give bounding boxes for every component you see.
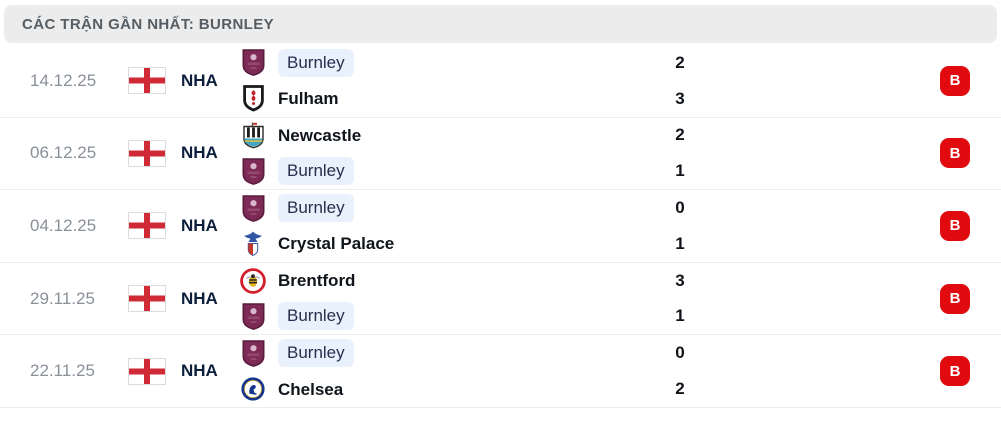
england-flag-icon (128, 358, 166, 385)
result-cell: B (909, 263, 1001, 335)
burnley-logo (240, 49, 266, 76)
away-score: 3 (675, 88, 685, 108)
teams-cell: Burnley 0 Chelsea 2 (240, 335, 909, 407)
home-team-line: Newcastle 2 (240, 118, 909, 154)
league-code: NHA (181, 361, 218, 381)
league-cell: NHA (128, 335, 240, 407)
brentford-logo (240, 268, 266, 294)
away-score: 1 (675, 306, 685, 326)
away-score: 1 (675, 161, 685, 181)
away-team-line: Fulham 3 (240, 81, 909, 117)
burnley-logo (240, 303, 266, 330)
result-cell: B (909, 335, 1001, 407)
match-date: 06.12.25 (30, 143, 97, 163)
england-flag-icon (128, 67, 166, 94)
away-team-line: Chelsea 2 (240, 371, 909, 407)
burnley-logo (240, 195, 266, 222)
newcastle-logo (240, 122, 266, 149)
match-row[interactable]: 14.12.25 NHA Burnley 2 Fulham 3 B (0, 45, 1001, 118)
match-list: 14.12.25 NHA Burnley 2 Fulham 3 B (0, 45, 1001, 408)
fulham-logo (240, 85, 266, 112)
away-score: 2 (675, 379, 685, 399)
match-date: 22.11.25 (30, 361, 95, 381)
home-score: 0 (675, 343, 685, 363)
away-team-line: Burnley 1 (240, 153, 909, 189)
england-flag-icon (128, 140, 166, 167)
home-score: 0 (675, 198, 685, 218)
match-row[interactable]: 29.11.25 NHA Brentford 3 Burnley 1 B (0, 262, 1001, 336)
away-team-line: Crystal Palace 1 (240, 226, 909, 262)
home-score: 2 (675, 125, 685, 145)
away-team-name[interactable]: Crystal Palace (278, 234, 395, 254)
league-cell: NHA (128, 45, 240, 117)
away-team-name[interactable]: Chelsea (278, 379, 344, 399)
home-team-name[interactable]: Burnley (278, 48, 354, 77)
match-row[interactable]: 06.12.25 NHA Newcastle 2 Burnley 1 B (0, 117, 1001, 191)
england-flag-icon (128, 285, 166, 312)
result-cell: B (909, 190, 1001, 262)
burnley-logo (240, 158, 266, 185)
match-date: 04.12.25 (30, 215, 97, 235)
match-date: 14.12.25 (30, 70, 97, 90)
home-team-line: Brentford 3 (240, 263, 909, 299)
result-cell: B (909, 45, 1001, 117)
teams-cell: Brentford 3 Burnley 1 (240, 263, 909, 335)
recent-matches-widget: CÁC TRẬN GẦN NHẤT: BURNLEY 14.12.25 NHA … (0, 5, 1001, 421)
home-score: 2 (675, 52, 685, 72)
league-code: NHA (181, 70, 218, 90)
result-cell: B (909, 118, 1001, 190)
league-code: NHA (181, 215, 218, 235)
match-date: 29.11.25 (30, 288, 95, 308)
crystal-palace-logo (240, 230, 266, 258)
away-team-name[interactable]: Burnley (278, 157, 354, 186)
teams-cell: Burnley 0 Crystal Palace 1 (240, 190, 909, 262)
loss-result-badge: B (940, 65, 970, 96)
away-score: 1 (675, 233, 685, 253)
match-row[interactable]: 22.11.25 NHA Burnley 0 Chelsea 2 B (0, 335, 1001, 408)
widget-title: CÁC TRẬN GẦN NHẤT: BURNLEY (22, 15, 275, 33)
loss-result-badge: B (940, 283, 970, 314)
home-team-name[interactable]: Burnley (278, 194, 354, 223)
home-team-name[interactable]: Brentford (278, 271, 356, 291)
league-code: NHA (181, 143, 218, 163)
home-team-line: Burnley 0 (240, 190, 909, 226)
away-team-name[interactable]: Fulham (278, 89, 339, 109)
league-cell: NHA (128, 190, 240, 262)
widget-header: CÁC TRẬN GẦN NHẤT: BURNLEY (4, 5, 997, 43)
away-team-name[interactable]: Burnley (278, 302, 354, 331)
loss-result-badge: B (940, 138, 970, 169)
home-team-name[interactable]: Newcastle (278, 125, 362, 145)
loss-result-badge: B (940, 210, 970, 241)
burnley-logo (240, 340, 266, 367)
home-team-line: Burnley 0 (240, 335, 909, 371)
league-code: NHA (181, 288, 218, 308)
teams-cell: Newcastle 2 Burnley 1 (240, 118, 909, 190)
teams-cell: Burnley 2 Fulham 3 (240, 45, 909, 117)
loss-result-badge: B (940, 356, 970, 387)
home-score: 3 (675, 270, 685, 290)
away-team-line: Burnley 1 (240, 299, 909, 335)
chelsea-logo (240, 376, 266, 402)
home-team-line: Burnley 2 (240, 45, 909, 81)
match-row[interactable]: 04.12.25 NHA Burnley 0 Crystal Palace 1 … (0, 190, 1001, 263)
home-team-name[interactable]: Burnley (278, 339, 354, 368)
league-cell: NHA (128, 263, 240, 335)
league-cell: NHA (128, 118, 240, 190)
england-flag-icon (128, 212, 166, 239)
